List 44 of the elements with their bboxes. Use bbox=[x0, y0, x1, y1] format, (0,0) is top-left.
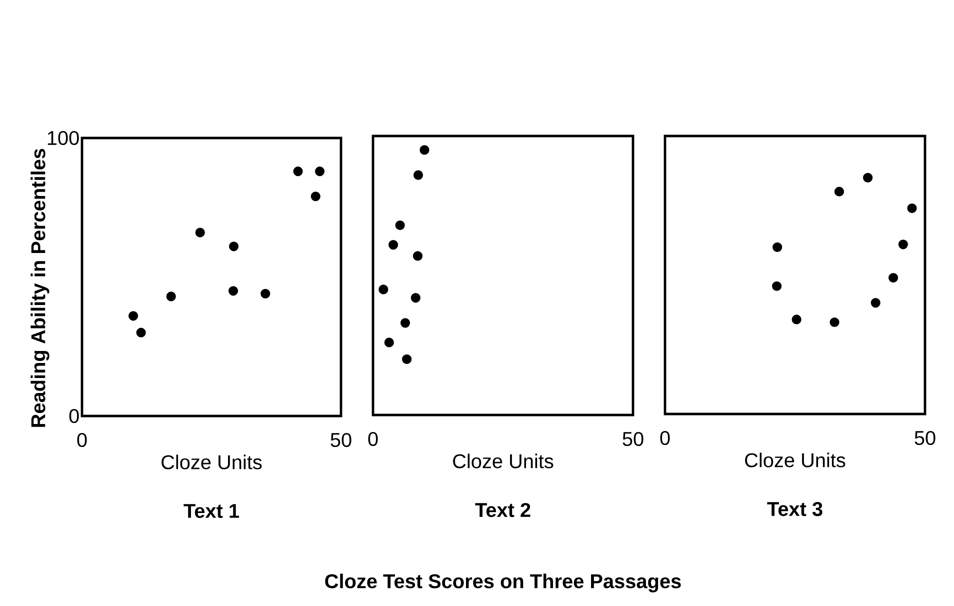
point bbox=[228, 286, 238, 296]
point bbox=[830, 317, 840, 328]
point bbox=[384, 338, 394, 348]
y-axis-title: Reading Ability in Percentiles bbox=[30, 148, 50, 427]
point bbox=[395, 220, 405, 230]
point bbox=[863, 172, 873, 182]
point bbox=[402, 354, 412, 364]
point bbox=[410, 293, 420, 303]
x-axis-title: Cloze Units bbox=[453, 454, 554, 468]
point bbox=[310, 192, 320, 202]
text: Text 2 bbox=[475, 503, 530, 518]
point bbox=[228, 242, 239, 252]
point bbox=[128, 311, 138, 321]
x-tick-label: 50 bbox=[622, 432, 644, 446]
point bbox=[420, 145, 430, 155]
point bbox=[378, 284, 388, 294]
x-tick-label: 0 bbox=[368, 432, 378, 446]
point bbox=[400, 318, 410, 328]
point bbox=[195, 228, 205, 238]
point bbox=[260, 288, 270, 298]
x-axis-title: Cloze Units bbox=[162, 454, 262, 470]
point bbox=[388, 240, 398, 250]
point bbox=[413, 170, 424, 180]
point bbox=[314, 166, 325, 176]
x-tick-label: 0 bbox=[660, 430, 670, 446]
point bbox=[870, 298, 880, 308]
x-axis-title: Cloze Units bbox=[745, 452, 846, 468]
point bbox=[166, 292, 176, 302]
y-tick-label: 100 bbox=[48, 130, 79, 146]
point bbox=[888, 272, 898, 283]
point bbox=[412, 251, 423, 261]
point bbox=[907, 203, 917, 214]
point bbox=[834, 186, 844, 196]
x-tick-label: 50 bbox=[330, 432, 352, 448]
point bbox=[772, 281, 782, 291]
point bbox=[792, 314, 802, 324]
x-tick-label: 50 bbox=[914, 430, 936, 446]
text: Text 3 bbox=[767, 502, 822, 516]
point bbox=[898, 240, 908, 250]
point bbox=[293, 166, 303, 176]
point bbox=[136, 328, 146, 338]
point bbox=[772, 242, 782, 252]
text: Cloze Test Scores on Three Passages bbox=[325, 574, 681, 592]
text: Text 1 bbox=[184, 504, 239, 518]
